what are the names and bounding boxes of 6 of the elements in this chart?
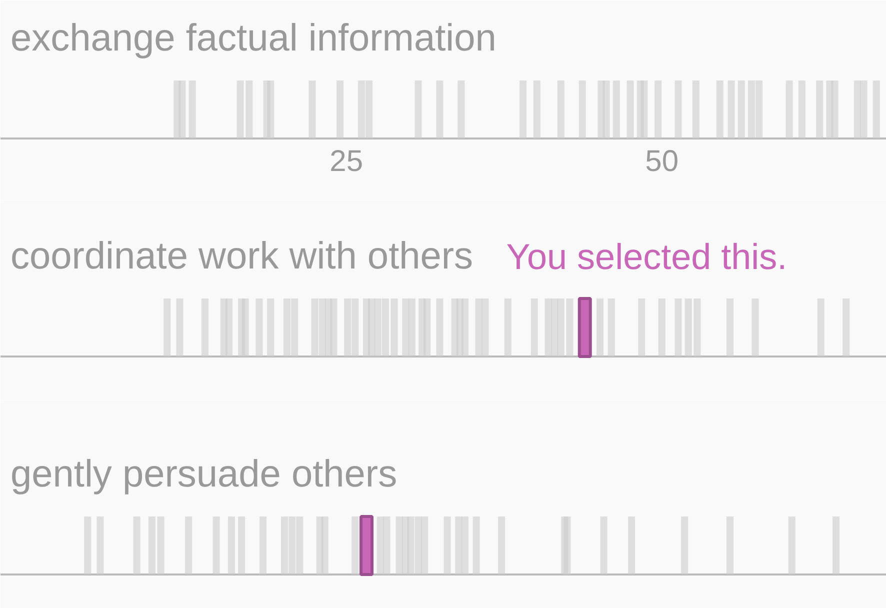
text: You selected this. (506, 236, 788, 277)
x-tick-label: 25 (330, 145, 364, 178)
chart-title: exchange factual information (10, 18, 496, 60)
chart-title: coordinate work with others (10, 236, 474, 278)
chart-title: gently persuade others (10, 454, 398, 496)
x-tick-label: 50 (645, 145, 679, 178)
